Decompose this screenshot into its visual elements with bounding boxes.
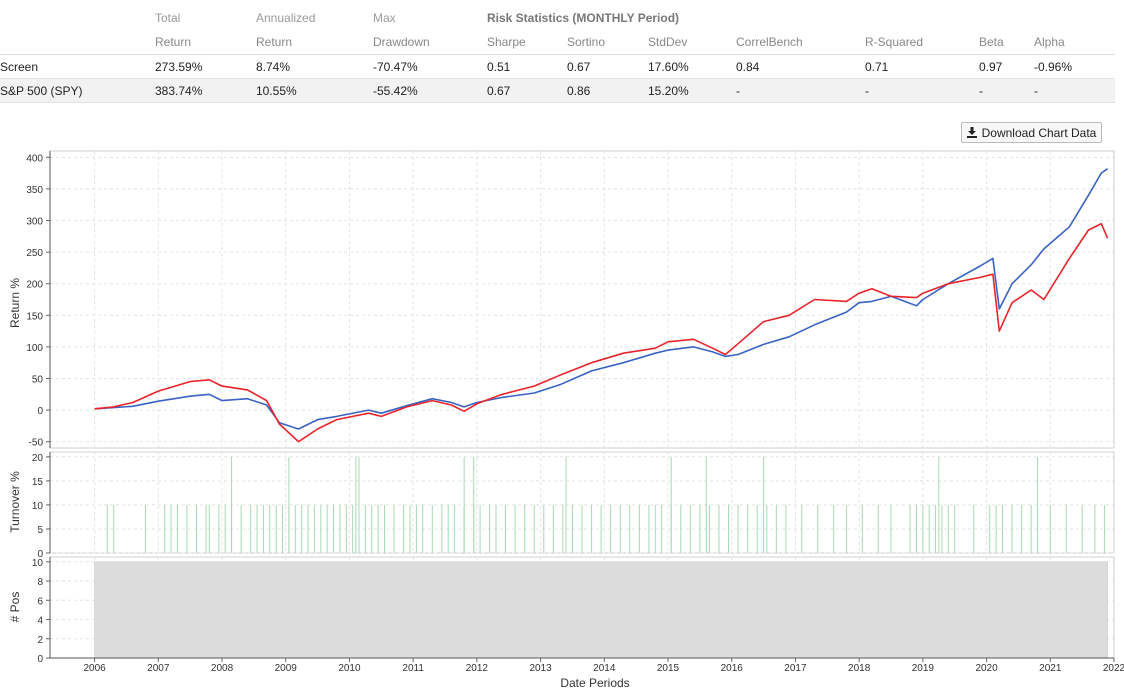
x-tick-label: 2015 — [657, 663, 680, 674]
cell-total-return: 383.74% — [155, 78, 256, 103]
cell-max-drawdown: -70.47% — [373, 54, 487, 79]
y-axis-label: # Pos — [8, 592, 22, 623]
cell-max-drawdown: -55.42% — [373, 78, 487, 103]
col-header-stddev: StdDev — [648, 30, 736, 55]
cell-sharpe: 0.67 — [487, 78, 567, 103]
x-tick-label: 2022 — [1103, 663, 1124, 674]
cell-sortino: 0.86 — [567, 78, 648, 103]
y-tick-label: 4 — [37, 616, 43, 627]
y-axis-label: Turnover % — [8, 471, 22, 533]
series-line-spy — [94, 168, 1109, 430]
y-tick-label: 0 — [37, 654, 43, 665]
col-header-total-return: Return — [155, 30, 256, 55]
y-tick-label: 10 — [32, 558, 44, 569]
col-header-sortino: Sortino — [567, 30, 648, 55]
y-tick-label: 8 — [37, 577, 43, 588]
y-tick-label: 6 — [37, 596, 43, 607]
x-tick-label: 2018 — [848, 663, 871, 674]
cell-beta: 0.97 — [979, 54, 1034, 79]
row-name: Screen — [0, 54, 155, 79]
x-tick-label: 2016 — [721, 663, 744, 674]
x-tick-label: 2021 — [1039, 663, 1062, 674]
x-tick-label: 2014 — [593, 663, 616, 674]
cell-sortino: 0.67 — [567, 54, 648, 79]
col-header-max-drawdown: Drawdown — [373, 30, 487, 55]
cell-correlbench: - — [736, 78, 865, 103]
x-tick-label: 2010 — [338, 663, 361, 674]
cell-r-squared: 0.71 — [865, 54, 979, 79]
cell-alpha: -0.96% — [1034, 54, 1115, 79]
cell-correlbench: 0.84 — [736, 54, 865, 79]
cell-annualized-return: 10.55% — [256, 78, 373, 103]
cell-sharpe: 0.51 — [487, 54, 567, 79]
y-tick-label: 250 — [26, 248, 43, 259]
x-tick-label: 2019 — [912, 663, 935, 674]
col-header-correlbench: CorrelBench — [736, 30, 865, 55]
col-header-annualized-return: Return — [256, 30, 373, 55]
y-tick-label: 0 — [37, 406, 43, 417]
table-row-spy: S&P 500 (SPY) 383.74% 10.55% -55.42% 0.6… — [0, 78, 1115, 103]
col-header-r-squared: R-Squared — [865, 30, 979, 55]
y-tick-label: -50 — [29, 438, 44, 449]
x-tick-label: 2009 — [275, 663, 298, 674]
cell-stddev: 17.60% — [648, 54, 736, 79]
cell-stddev: 15.20% — [648, 78, 736, 103]
y-tick-label: 100 — [26, 343, 43, 354]
statistics-table: Total Annualized Max Risk Statistics (MO… — [0, 6, 1115, 103]
y-axis-label: Return % — [8, 278, 22, 328]
cell-total-return: 273.59% — [155, 54, 256, 79]
y-tick-label: 50 — [32, 374, 44, 385]
col-header-sharpe: Sharpe — [487, 30, 567, 55]
x-tick-label: 2012 — [466, 663, 489, 674]
y-tick-label: 200 — [26, 280, 43, 291]
col-header-beta: Beta — [979, 30, 1034, 55]
y-tick-label: 15 — [32, 477, 44, 488]
y-tick-label: 20 — [32, 453, 44, 464]
y-tick-label: 350 — [26, 185, 43, 196]
y-tick-label: 0 — [37, 549, 43, 560]
col-header-total: Total — [155, 11, 181, 25]
row-name: S&P 500 (SPY) — [0, 78, 155, 103]
cell-beta: - — [979, 78, 1034, 103]
table-header-row: Return Return Drawdown Sharpe Sortino St… — [0, 30, 1115, 55]
col-header-alpha: Alpha — [1034, 30, 1115, 55]
risk-statistics-heading: Risk Statistics (MONTHLY Period) — [487, 11, 680, 25]
col-header-max: Max — [373, 11, 396, 25]
x-tick-label: 2007 — [147, 663, 170, 674]
y-tick-label: 5 — [37, 525, 43, 536]
y-tick-label: 400 — [26, 153, 43, 164]
x-tick-label: 2017 — [784, 663, 807, 674]
x-tick-label: 2008 — [211, 663, 234, 674]
cell-r-squared: - — [865, 78, 979, 103]
download-chart-data-button[interactable]: Download Chart Data — [961, 122, 1102, 143]
cell-annualized-return: 8.74% — [256, 54, 373, 79]
series-line-screen — [94, 222, 1109, 443]
y-tick-label: 10 — [32, 501, 44, 512]
table-row-screen: Screen 273.59% 8.74% -70.47% 0.51 0.67 1… — [0, 54, 1115, 79]
positions-area — [94, 561, 1108, 659]
table-header-row-top: Total Annualized Max Risk Statistics (MO… — [0, 6, 1115, 30]
x-tick-label: 2013 — [529, 663, 552, 674]
x-tick-label: 2020 — [975, 663, 998, 674]
y-tick-label: 2 — [37, 635, 43, 646]
x-tick-label: 2006 — [83, 663, 106, 674]
panel-frame-returns — [49, 150, 1115, 449]
col-header-annualized: Annualized — [256, 11, 316, 25]
download-icon — [966, 127, 977, 138]
cell-alpha: - — [1034, 78, 1115, 103]
x-axis-label: Date Periods — [560, 676, 629, 690]
y-tick-label: 300 — [26, 217, 43, 228]
x-tick-label: 2011 — [402, 663, 424, 674]
download-button-label: Download Chart Data — [981, 125, 1097, 140]
y-tick-label: 150 — [26, 311, 43, 322]
